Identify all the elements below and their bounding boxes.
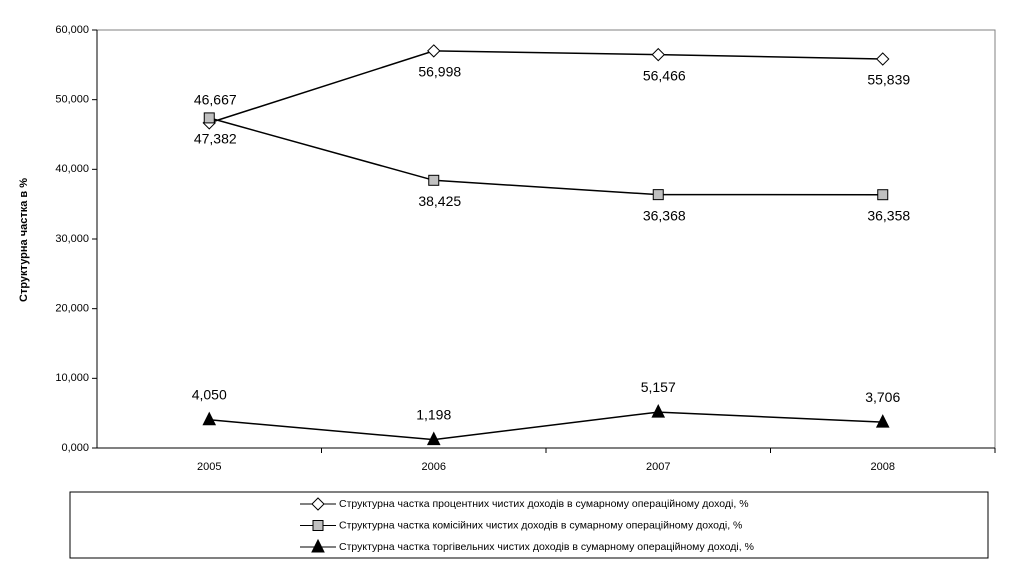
data-label: 56,466	[643, 67, 686, 83]
plot-area	[96, 29, 996, 449]
data-point	[428, 174, 440, 186]
y-tick-label: 0,000	[61, 442, 89, 454]
data-label: 4,050	[192, 386, 227, 402]
series-line	[209, 50, 883, 124]
x-tick-label: 2008	[871, 461, 895, 473]
y-tick-label: 60,000	[55, 24, 89, 36]
legend-marker	[312, 520, 324, 531]
x-tick-label: 2006	[422, 461, 446, 473]
data-label: 1,198	[416, 406, 451, 422]
data-label: 38,425	[418, 193, 461, 209]
data-point	[651, 47, 665, 62]
data-point	[203, 112, 215, 124]
data-point	[426, 431, 441, 446]
data-label: 36,368	[643, 207, 686, 223]
series-line	[209, 411, 883, 441]
y-tick-label: 30,000	[55, 233, 89, 245]
y-tick-label: 50,000	[55, 94, 89, 106]
y-tick-label: 10,000	[55, 372, 89, 384]
data-label: 36,358	[867, 207, 910, 223]
data-point	[875, 414, 890, 428]
data-label: 56,998	[418, 64, 461, 80]
y-tick-label: 20,000	[55, 303, 89, 315]
data-label: 3,706	[865, 389, 900, 405]
legend-label: Структурна частка процентних чистих дохо…	[339, 498, 749, 510]
legend-marker	[311, 538, 325, 553]
data-point	[651, 403, 666, 418]
data-point	[652, 189, 664, 201]
x-tick-label: 2007	[646, 461, 670, 473]
x-tick-label: 2005	[197, 461, 221, 473]
series-line	[209, 117, 883, 196]
data-label: 5,157	[641, 379, 676, 395]
data-label: 55,839	[867, 72, 910, 88]
data-point	[877, 189, 889, 201]
data-label: 47,382	[194, 131, 237, 147]
legend-label: Структурна частка торгівельних чистих до…	[339, 541, 754, 553]
legend-label: Структурна частка комісійних чистих дохо…	[339, 519, 742, 531]
data-point	[876, 52, 890, 66]
data-point	[202, 411, 217, 426]
y-axis-title: Структурна частка в %	[18, 178, 30, 302]
legend-marker	[311, 497, 325, 511]
y-tick-label: 40,000	[55, 163, 89, 175]
data-label: 46,667	[194, 92, 237, 108]
data-point	[427, 44, 441, 58]
legend	[69, 491, 989, 559]
